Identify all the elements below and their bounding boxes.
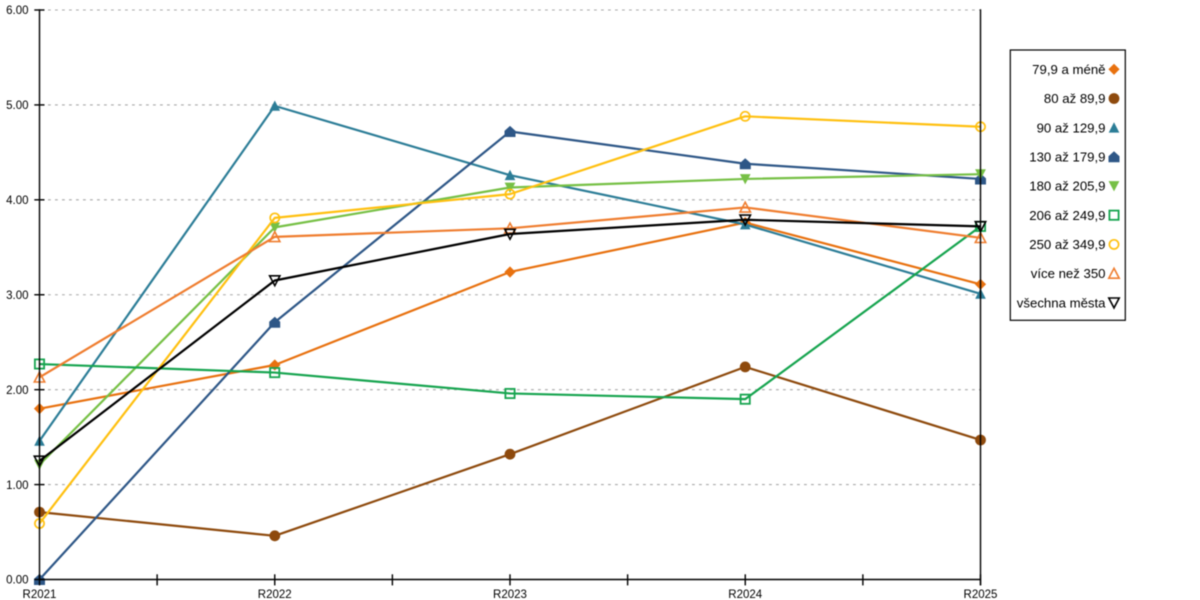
svg-text:90 až 129,9: 90 až 129,9 xyxy=(1037,120,1106,135)
svg-text:6.00: 6.00 xyxy=(6,5,28,17)
svg-text:5.00: 5.00 xyxy=(6,100,28,112)
svg-text:2.00: 2.00 xyxy=(6,385,28,397)
svg-text:R2023: R2023 xyxy=(493,589,527,600)
svg-text:1.00: 1.00 xyxy=(6,480,28,492)
svg-text:180 až 205,9: 180 až 205,9 xyxy=(1029,179,1105,194)
svg-text:130 až 179,9: 130 až 179,9 xyxy=(1029,150,1105,165)
svg-text:250 až 349,9: 250 až 349,9 xyxy=(1029,237,1105,252)
svg-text:více než 350: více než 350 xyxy=(1031,266,1106,281)
svg-text:79,9 a méně: 79,9 a méně xyxy=(1032,62,1105,77)
svg-text:R2025: R2025 xyxy=(964,589,998,600)
svg-text:4.00: 4.00 xyxy=(6,195,28,207)
svg-text:R2022: R2022 xyxy=(258,589,292,600)
svg-text:80 až 89,9: 80 až 89,9 xyxy=(1044,91,1106,106)
svg-text:R2024: R2024 xyxy=(728,589,762,600)
svg-text:R2021: R2021 xyxy=(23,589,57,600)
svg-text:0.00: 0.00 xyxy=(6,575,28,587)
svg-text:3.00: 3.00 xyxy=(6,290,28,302)
svg-text:všechna města: všechna města xyxy=(1017,295,1106,310)
svg-text:206 až 249,9: 206 až 249,9 xyxy=(1029,208,1105,223)
